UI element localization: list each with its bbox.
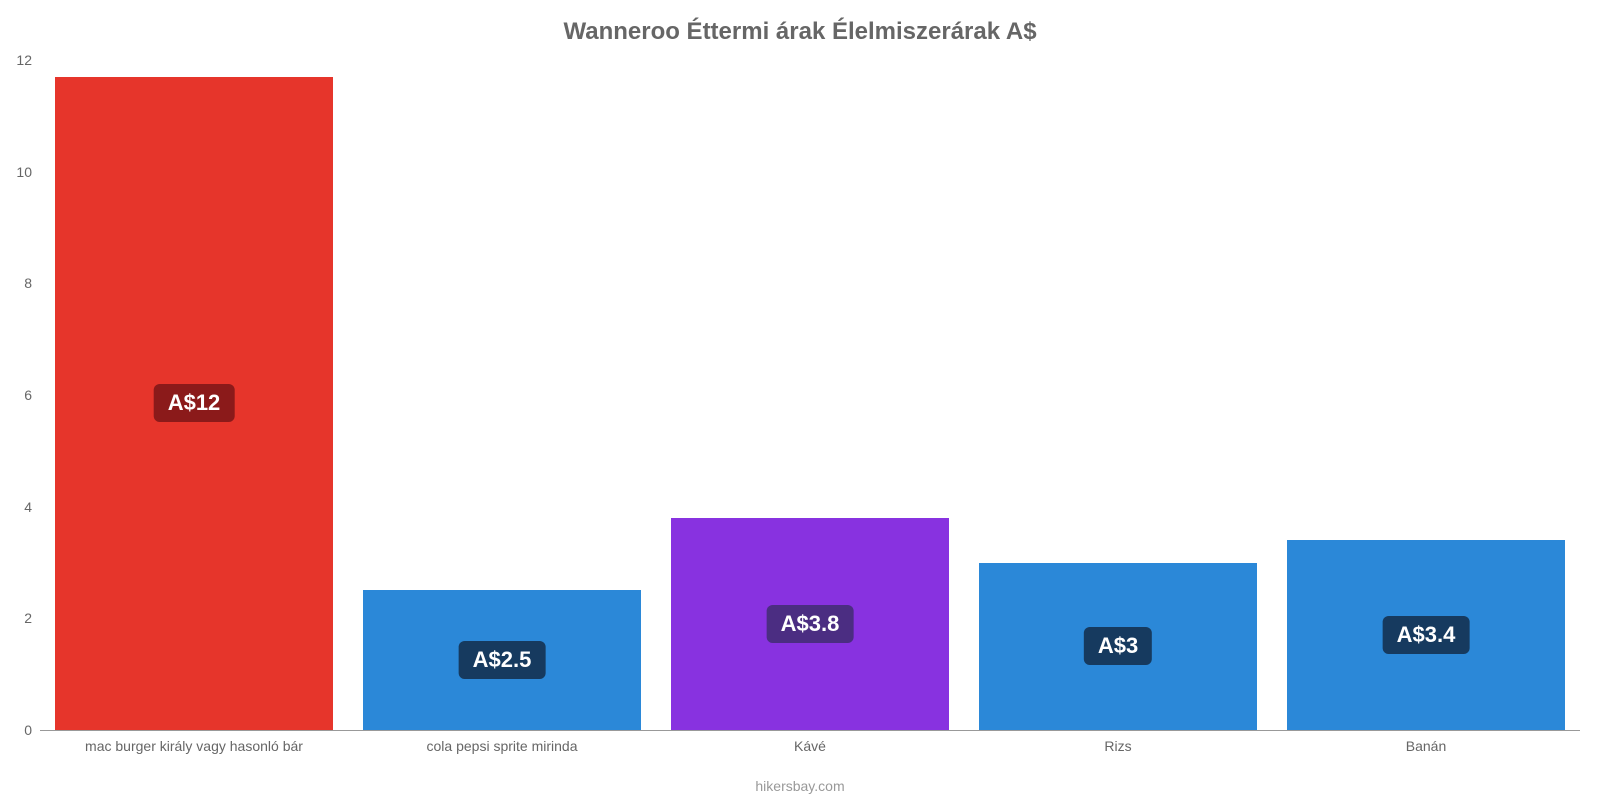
y-tick-label: 0	[2, 722, 32, 738]
bar-slot: A$3Rizs	[964, 60, 1272, 730]
y-tick-label: 8	[2, 275, 32, 291]
y-tick-label: 6	[2, 387, 32, 403]
x-axis-label: Rizs	[1104, 738, 1131, 754]
value-badge: A$3.8	[767, 605, 854, 643]
chart-title: Wanneroo Éttermi árak Élelmiszerárak A$	[0, 18, 1600, 46]
bar-slot: A$3.4Banán	[1272, 60, 1580, 730]
chart-container: Wanneroo Éttermi árak Élelmiszerárak A$ …	[0, 0, 1600, 800]
value-badge: A$3	[1084, 627, 1152, 665]
y-tick-label: 2	[2, 610, 32, 626]
x-axis-label: Banán	[1406, 738, 1446, 754]
value-badge: A$3.4	[1383, 616, 1470, 654]
y-tick-label: 4	[2, 499, 32, 515]
value-badge: A$2.5	[459, 641, 546, 679]
x-axis-label: Kávé	[794, 738, 826, 754]
bar-slot: A$2.5cola pepsi sprite mirinda	[348, 60, 656, 730]
y-tick-label: 12	[2, 52, 32, 68]
value-badge: A$12	[154, 384, 235, 422]
bar-slot: A$12mac burger király vagy hasonló bár	[40, 60, 348, 730]
bar-slot: A$3.8Kávé	[656, 60, 964, 730]
y-tick-label: 10	[2, 164, 32, 180]
x-axis-label: cola pepsi sprite mirinda	[427, 738, 578, 754]
plot-area: 024681012A$12mac burger király vagy haso…	[40, 60, 1580, 731]
source-label: hikersbay.com	[0, 778, 1600, 794]
x-axis-label: mac burger király vagy hasonló bár	[85, 738, 303, 754]
